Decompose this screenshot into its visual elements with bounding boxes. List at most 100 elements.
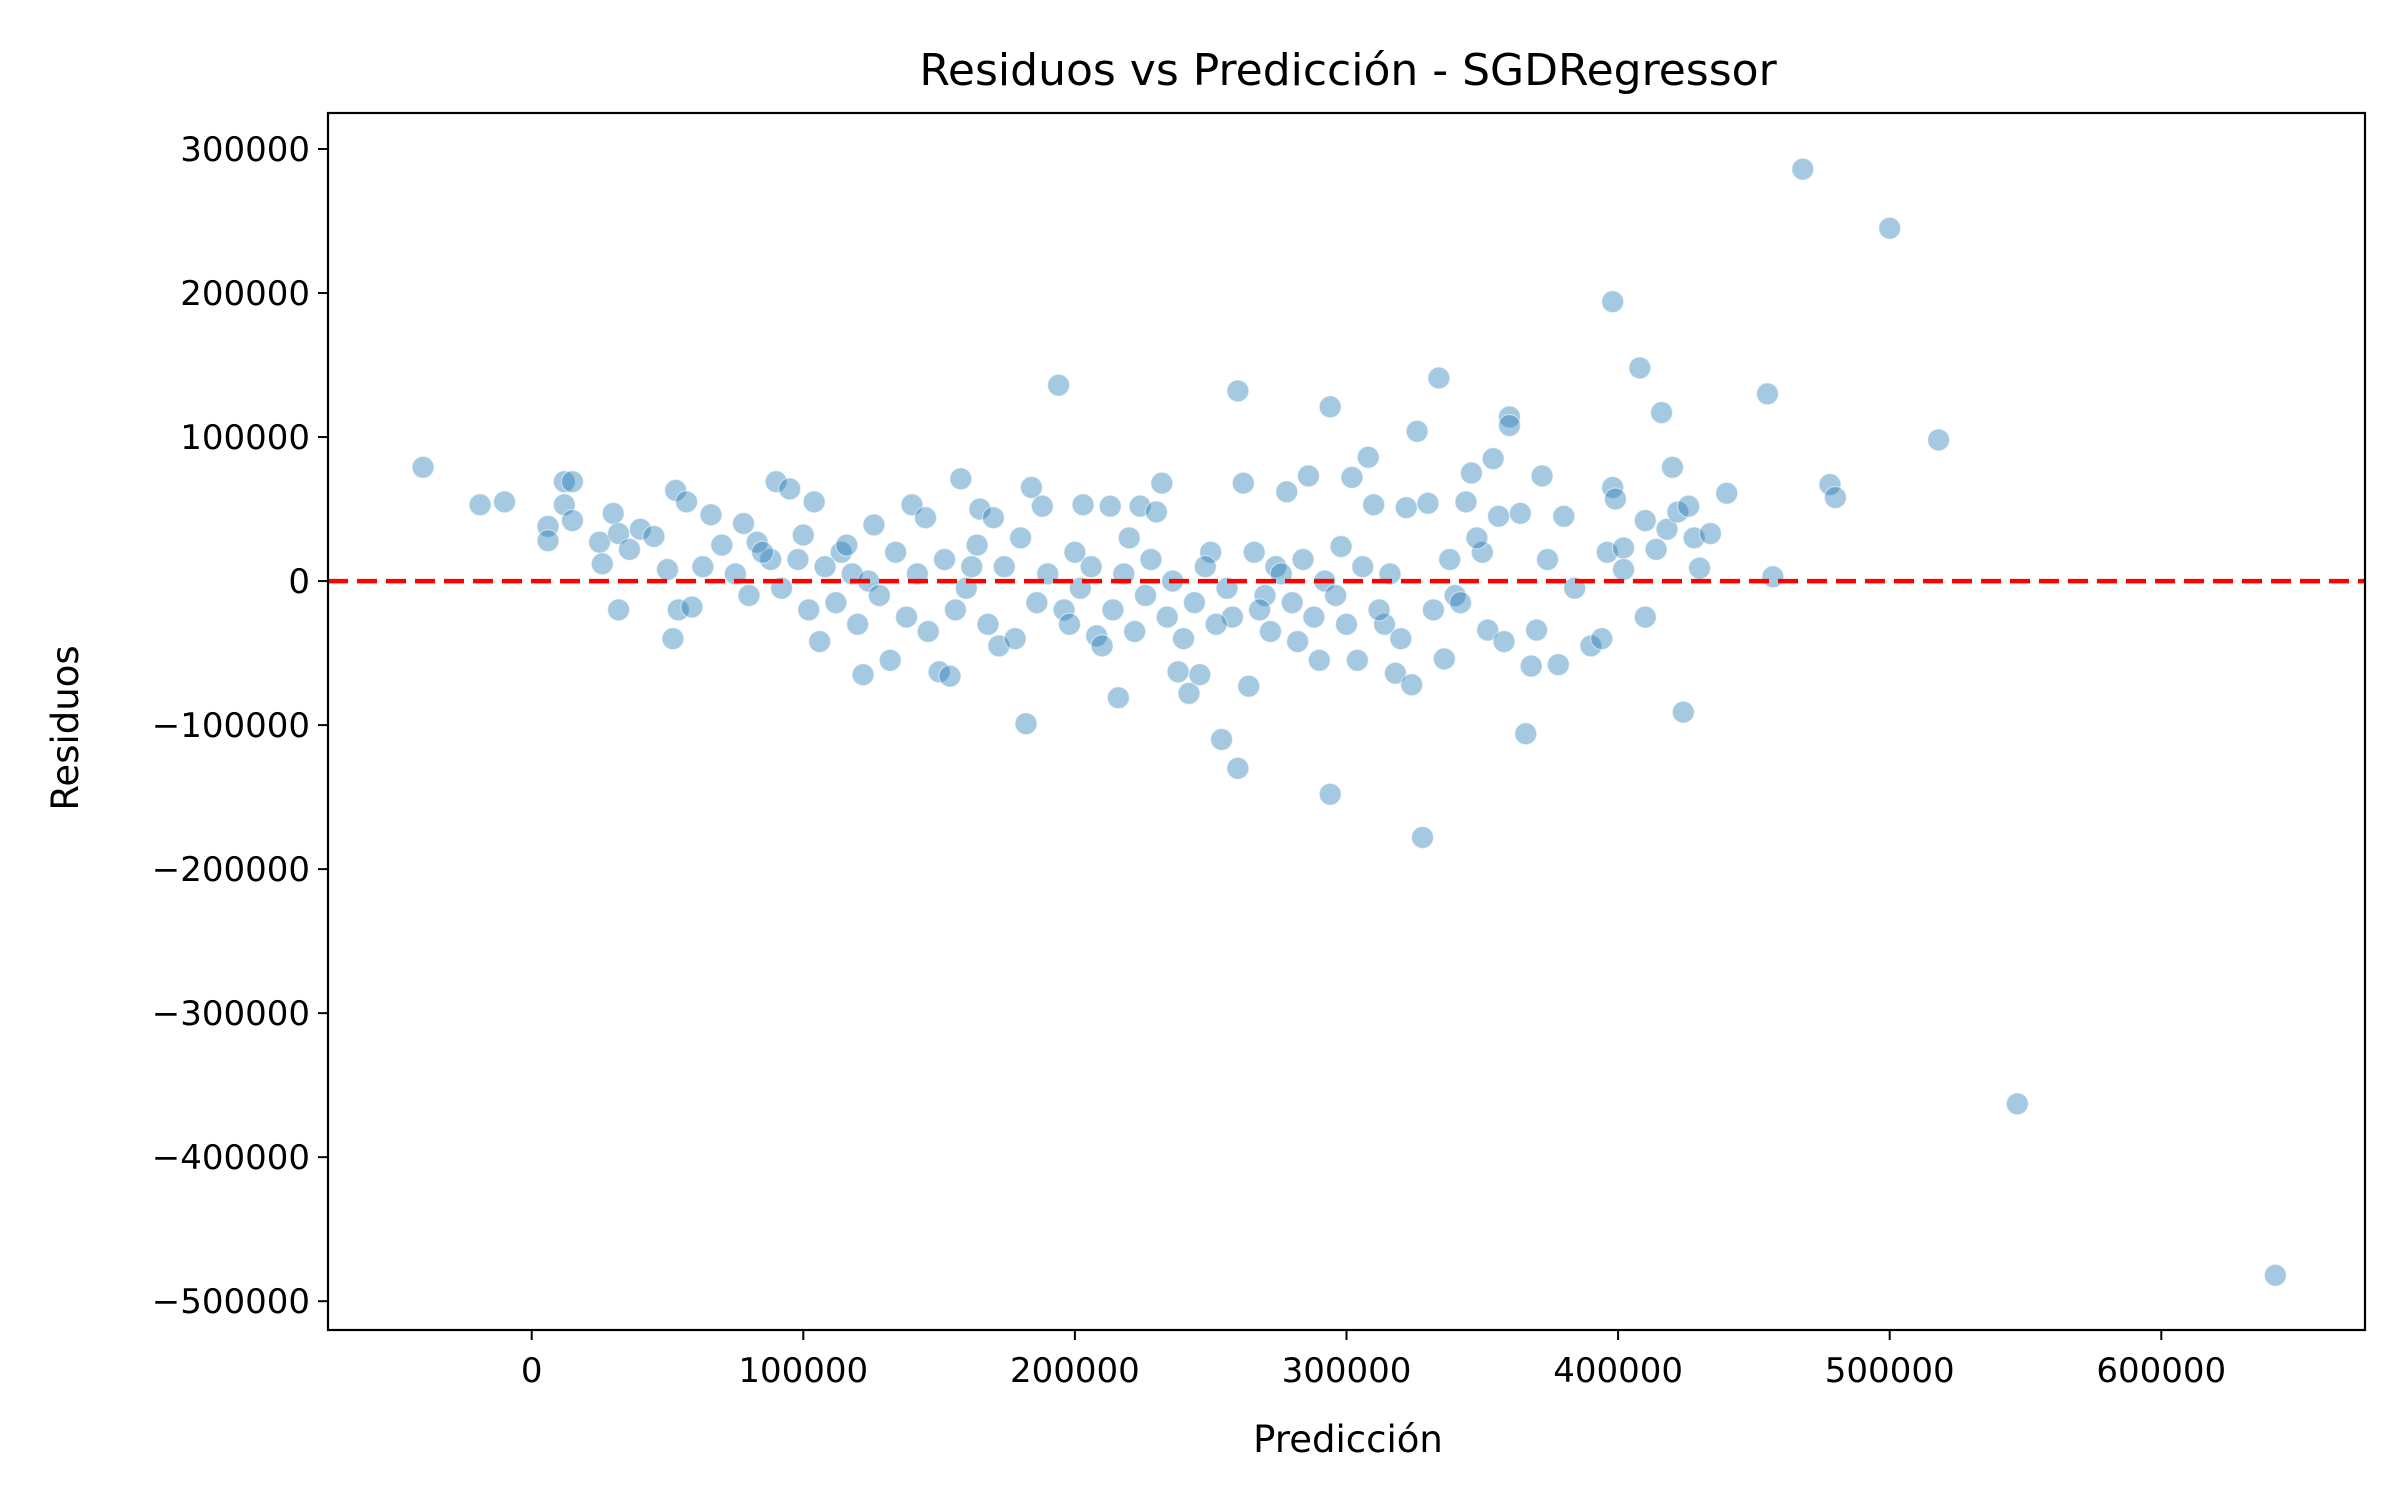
data-point xyxy=(1318,782,1342,806)
chart-title: Residuos vs Predicción - SGDRegressor xyxy=(919,45,1777,96)
data-point xyxy=(1459,461,1484,485)
x-tick-label: 100000 xyxy=(738,1351,868,1391)
data-point xyxy=(1291,547,1315,572)
data-point xyxy=(1823,485,1847,510)
data-point xyxy=(1231,471,1255,495)
data-point xyxy=(1258,619,1283,644)
data-point xyxy=(1204,612,1228,636)
data-point xyxy=(1237,674,1261,698)
data-point xyxy=(1687,556,1712,580)
data-point xyxy=(884,540,908,564)
data-point xyxy=(965,533,989,557)
data-point xyxy=(642,524,666,549)
data-point xyxy=(1155,605,1179,629)
data-point xyxy=(846,612,870,636)
data-point xyxy=(1486,504,1511,528)
data-point xyxy=(552,470,576,494)
data-point xyxy=(1362,493,1386,517)
data-point xyxy=(1525,618,1549,642)
data-point xyxy=(1340,465,1364,489)
data-point xyxy=(1628,356,1652,380)
data-point xyxy=(824,591,848,615)
data-point xyxy=(1150,471,1174,495)
plot-area xyxy=(326,111,2367,1332)
data-point xyxy=(1351,555,1375,579)
data-point xyxy=(1601,290,1625,314)
data-point xyxy=(797,598,821,622)
data-point xyxy=(617,537,642,561)
data-point xyxy=(674,490,699,514)
data-point xyxy=(1030,494,1054,518)
data-point xyxy=(1372,612,1397,636)
data-point xyxy=(1535,547,1560,572)
data-point xyxy=(1389,627,1413,651)
data-point xyxy=(1296,464,1321,488)
data-point xyxy=(691,555,715,579)
data-point xyxy=(1171,627,1196,651)
y-tick-label: −100000 xyxy=(152,706,310,746)
data-point xyxy=(1133,583,1158,608)
data-point xyxy=(1465,526,1489,550)
data-point xyxy=(1755,382,1780,406)
data-point xyxy=(894,605,919,629)
data-point xyxy=(1063,540,1087,564)
data-point xyxy=(813,555,837,579)
data-point xyxy=(878,648,902,672)
data-point xyxy=(492,490,517,514)
data-point xyxy=(1394,496,1418,520)
data-point xyxy=(2005,1092,2029,1116)
x-tick-label: 500000 xyxy=(1825,1351,1955,1391)
data-point xyxy=(607,598,631,622)
data-point xyxy=(764,470,788,494)
x-tick-label: 0 xyxy=(521,1351,543,1391)
data-point xyxy=(1698,521,1723,546)
data-point xyxy=(1098,494,1122,518)
data-point xyxy=(731,511,756,536)
data-point xyxy=(1188,663,1212,687)
y-tick-label: −400000 xyxy=(152,1138,310,1178)
data-point xyxy=(1421,598,1446,622)
data-point xyxy=(1530,464,1554,488)
data-point xyxy=(1603,487,1627,511)
data-point xyxy=(1671,700,1695,724)
data-point xyxy=(949,467,973,491)
data-point xyxy=(1655,517,1679,541)
data-point xyxy=(1416,491,1440,515)
data-point xyxy=(1280,591,1304,615)
data-points xyxy=(411,157,2287,1287)
data-point xyxy=(1383,661,1407,685)
data-point xyxy=(1047,373,1071,397)
data-point xyxy=(1307,648,1331,672)
data-point xyxy=(661,627,685,651)
y-tick-label: −500000 xyxy=(152,1282,310,1322)
data-point xyxy=(968,497,992,521)
data-point xyxy=(1448,591,1473,615)
data-point xyxy=(916,619,940,644)
data-point xyxy=(1247,598,1272,622)
data-point xyxy=(1649,400,1674,425)
data-point xyxy=(1071,493,1095,517)
data-point xyxy=(1226,756,1250,780)
data-point xyxy=(1497,413,1522,438)
data-point xyxy=(1427,366,1451,390)
data-point xyxy=(1367,598,1391,622)
data-point xyxy=(1356,445,1380,469)
data-point xyxy=(1715,481,1739,505)
data-point xyxy=(1139,547,1163,572)
data-point xyxy=(1226,379,1250,403)
y-tick-label: 100000 xyxy=(180,418,310,458)
data-point xyxy=(1057,612,1082,636)
data-point xyxy=(1677,494,1701,518)
data-point xyxy=(1410,825,1435,850)
data-point xyxy=(1438,547,1462,572)
data-point xyxy=(1470,540,1494,564)
data-point xyxy=(590,552,614,576)
data-point xyxy=(1552,504,1576,528)
x-tick-label: 300000 xyxy=(1282,1351,1412,1391)
data-point xyxy=(1117,526,1141,550)
data-point xyxy=(1761,565,1785,589)
x-tick-label: 200000 xyxy=(1010,1351,1140,1391)
data-point xyxy=(1345,648,1369,672)
